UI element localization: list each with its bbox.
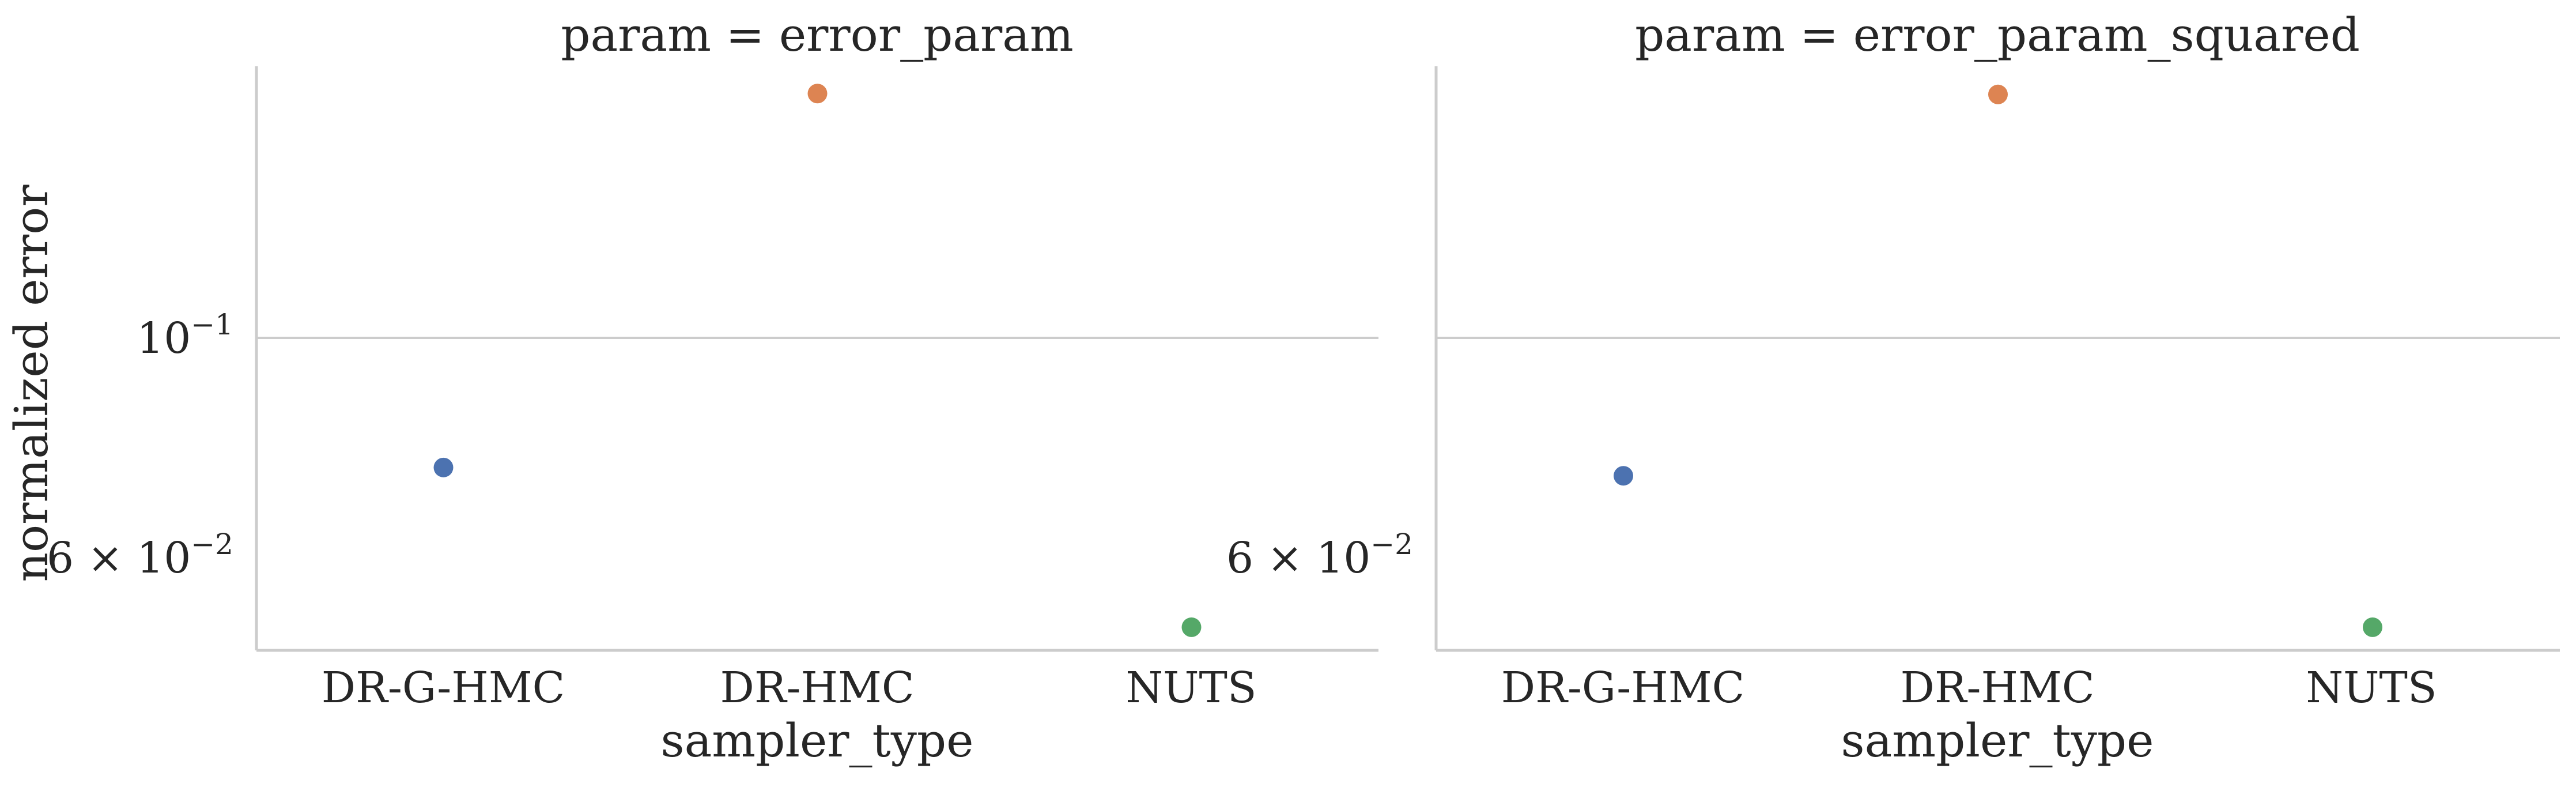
panel-title: param = error_param_squared [1635, 8, 2360, 62]
x-tick-label-nuts: NUTS [2306, 663, 2437, 713]
panel-error-param-squared: param = error_param_squared 6 × 10−2 DR-… [1226, 8, 2560, 767]
x-tick-label-dr-g-hmc: DR-G-HMC [322, 663, 565, 713]
x-tick-label-dr-hmc: DR-HMC [1901, 663, 2095, 713]
x-tick-label-nuts: NUTS [1125, 663, 1256, 713]
panel-error-param: param = error_param 10−1 6 × 10−2 DR-G-H… [47, 8, 1378, 767]
x-tick-label-dr-g-hmc: DR-G-HMC [1501, 663, 1744, 713]
data-points [1614, 84, 2382, 637]
point-nuts [1181, 617, 1202, 637]
panel-title: param = error_param [561, 8, 1074, 62]
y-axis-title: normalized error [5, 184, 58, 582]
data-points [433, 84, 1202, 637]
point-dr-hmc [807, 84, 828, 104]
x-tick-label-dr-hmc: DR-HMC [720, 663, 915, 713]
point-dr-g-hmc [433, 457, 454, 477]
point-dr-hmc [1988, 84, 2008, 104]
y-tick-label-6e-2: 6 × 10−2 [47, 528, 233, 583]
y-tick-label-6e-2: 6 × 10−2 [1226, 528, 1413, 583]
x-axis-title: sampler_type [1841, 714, 2154, 767]
x-axis-title: sampler_type [661, 714, 974, 767]
point-nuts [2363, 617, 2382, 637]
point-dr-g-hmc [1614, 466, 1633, 486]
y-tick-label-1e-1: 10−1 [137, 308, 233, 363]
